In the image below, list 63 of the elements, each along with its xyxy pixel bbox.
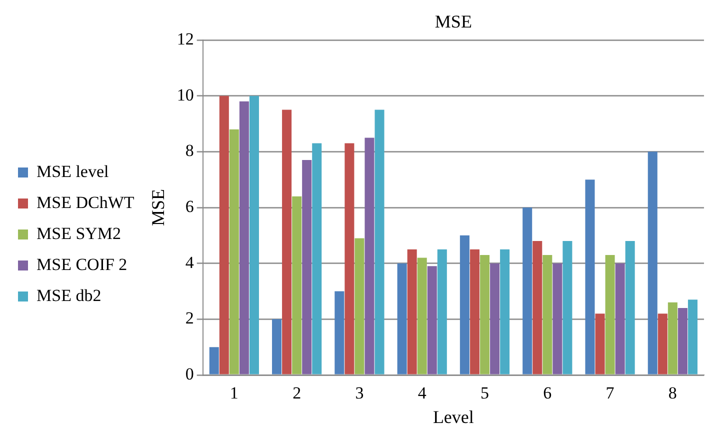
y-tick-label: 2 (185, 308, 194, 328)
bar (407, 249, 417, 374)
bar (364, 138, 374, 374)
bar (209, 347, 219, 374)
bar (282, 110, 292, 374)
bar (229, 129, 239, 374)
chart-title: MSE (434, 12, 472, 32)
legend-label: MSE SYM2 (36, 224, 122, 243)
x-tick-label: 6 (543, 384, 552, 403)
bar (595, 314, 605, 374)
bar (678, 308, 688, 374)
bar (249, 96, 259, 374)
x-axis-title: Level (432, 406, 474, 427)
bar (522, 208, 532, 374)
bar (605, 254, 615, 374)
bar (648, 152, 658, 374)
bar (427, 266, 437, 374)
bar (239, 101, 249, 374)
bar (542, 254, 552, 374)
bar (460, 235, 470, 374)
bar (354, 238, 364, 374)
bar (470, 249, 480, 374)
bar (219, 96, 229, 374)
bar (437, 249, 447, 374)
bar (272, 319, 282, 374)
bar (490, 263, 500, 374)
legend-label: MSE db2 (36, 286, 102, 305)
y-tick-label: 0 (185, 364, 194, 384)
bar (658, 314, 668, 374)
x-tick-label: 2 (292, 384, 302, 403)
y-axis-title: MSE (148, 188, 168, 226)
bar (625, 241, 635, 374)
bar (417, 258, 427, 374)
x-tick-label: 8 (668, 384, 677, 403)
y-tick-label: 6 (185, 196, 194, 216)
bar (500, 249, 510, 374)
y-tick-label: 4 (185, 252, 194, 272)
bar (615, 263, 625, 374)
bar (480, 254, 490, 374)
legend-label: MSE COIF 2 (36, 254, 128, 274)
bar (302, 160, 312, 374)
x-tick-label: 4 (418, 384, 427, 403)
bar (585, 180, 595, 374)
bar (397, 263, 407, 374)
y-tick-label: 12 (176, 29, 194, 48)
bar (688, 300, 698, 374)
y-tick-label: 8 (185, 141, 194, 160)
x-tick-label: 7 (606, 384, 615, 403)
bar (292, 196, 302, 374)
legend-label: MSE level (36, 162, 110, 181)
legend-label: MSE DChWT (36, 192, 135, 212)
bar (374, 110, 384, 374)
bar (552, 263, 562, 374)
bar (562, 241, 572, 374)
x-tick-label: 5 (480, 384, 489, 403)
bar (334, 291, 344, 374)
x-tick-label: 1 (230, 384, 238, 403)
x-tick-label: 3 (355, 384, 364, 403)
bar (344, 143, 354, 374)
bar (532, 241, 542, 374)
bar (312, 143, 322, 374)
bar (668, 302, 678, 374)
y-tick-label: 10 (176, 85, 194, 104)
